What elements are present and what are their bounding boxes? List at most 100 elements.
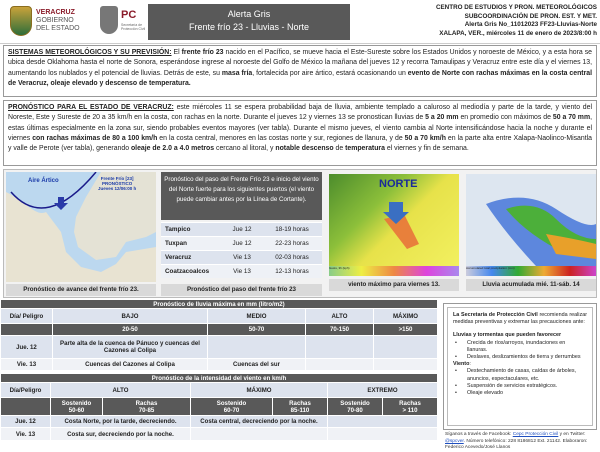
veracruz-coat-of-arms-logo (10, 6, 32, 36)
footer-contact: Síganos a través de Facebook: Cepc Prote… (445, 432, 597, 452)
text-bold: masa fría (221, 69, 253, 77)
sub-header: Sostenido 50-60 (50, 397, 103, 416)
sub-header: Rachas 70-85 (102, 397, 191, 416)
label: Sostenido (61, 399, 92, 407)
rain-risks-heading: Lluvias y tormentas que pueden favorecer (453, 332, 562, 339)
rain-caption: Lluvia acumulada mié. 11-sáb. 14 (466, 279, 596, 291)
text: El (171, 49, 182, 56)
port-name: Tuxpan (165, 240, 187, 247)
table-title: Pronóstico de lluvia máxima en mm (litro… (0, 299, 438, 309)
text-bold: evento de Norte con rachas máximas en la… (8, 69, 592, 87)
column-header: Día/Peligro (0, 382, 51, 398)
port-hours: 02-03 horas (275, 254, 309, 261)
veracruz-logo-text: VERACRUZ GOBIERNO DEL ESTADO (36, 9, 80, 33)
map-label: Jueves 12/06:00 h (98, 186, 137, 191)
cell: Cuencas del Cazones al Colipa (52, 358, 208, 371)
table-row: Jue. 12 Parte alta de la cuenca de Pánuco… (0, 335, 438, 359)
text: y en Twitter: (558, 432, 586, 437)
column-header: BAJO (52, 308, 208, 324)
column-header: MÁXIMO (373, 308, 438, 324)
ports-caption: Pronóstico del paso del frente frío 23 (161, 284, 322, 296)
twitter-link[interactable]: @spcver (445, 438, 464, 444)
rain-risks-list: Crecida de ríos/arroyos, inundaciones en… (453, 340, 587, 362)
port-hours: 18-19 horas (275, 226, 309, 233)
ports-table-header: Pronóstico del paso del Frente Frío 23 e… (161, 172, 322, 220)
value: 70-85 (138, 406, 155, 414)
day-cell: Jue. 12 (0, 335, 53, 359)
recommendations-intro: La Secretaría de Protección Civil recomi… (453, 312, 587, 326)
port-name: Veracruz (165, 254, 192, 261)
text: el viernes y fin de semana. (384, 145, 469, 153)
text-bold: con rachas máximas de 80 a 100 km/h (32, 134, 158, 142)
range-cell: 20-50 (52, 323, 208, 336)
bulletin-number: Alerta Gris No_11012023 FF23-Lluvias-Nor… (464, 21, 597, 29)
range-cell (0, 323, 53, 336)
recommendations-box: La Secretaría de Protección Civil recomi… (443, 303, 597, 430)
label: Rachas (289, 399, 311, 407)
text: , estas últimas especialmente en la zona… (8, 114, 592, 142)
norte-label: NORTE (379, 178, 418, 190)
value: > 110 (402, 406, 418, 414)
text-bold: temperatura (345, 145, 385, 153)
table-row: Vie. 13 Costa sur, decreciendo por la noc… (0, 427, 438, 441)
column-header: MEDIO (207, 308, 306, 324)
cell (305, 358, 374, 371)
pc-logo-subtext: Secretaría de Protección Civil (121, 23, 146, 31)
text: nacido en el Pacífico, se mueve hacia el… (8, 49, 593, 77)
value: 60-70 (223, 406, 240, 414)
section-heading: PRONÓSTICO PARA EL ESTADO DE VERACRUZ: (8, 104, 174, 111)
list-item: Crecida de ríos/arroyos, inundaciones en… (453, 340, 587, 354)
cell (327, 415, 438, 428)
cell (373, 335, 438, 359)
list-item: Suspensión de servicios estratégicos. (453, 383, 587, 390)
facebook-link[interactable]: Cepc Protección Civil (512, 432, 559, 437)
day-cell: Vie. 13 (0, 358, 53, 371)
port-row: Veracruz Vie 13 02-03 horas (161, 250, 322, 264)
value: 85-110 (290, 406, 310, 414)
column-header: ALTO (305, 308, 374, 324)
cell: Costa central, decreciendo por la noche. (190, 415, 328, 428)
text-bold: notable descenso (275, 145, 334, 153)
section-heading: SISTEMAS METEOROLÓGICOS Y SU PREVISIÓN: (8, 49, 172, 56)
table-row: Jue. 12 Costa Norte, por la tarde, decrec… (0, 415, 438, 428)
text: en la parte alta entre Xalapa-Naolinco-M… (8, 134, 592, 153)
column-header: MÁXIMO (190, 382, 328, 398)
logo-line: GOBIERNO (36, 17, 74, 24)
wind-color-scale: Gusts, 3h (kph) (329, 266, 459, 276)
text-bold: La Secretaría de Protección Civil (453, 312, 538, 318)
rain-color-scale: Accumulated total precipitation (mm) (466, 266, 596, 276)
port-day: Vie 13 (233, 254, 251, 261)
value: 70-80 (347, 406, 363, 414)
accumulated-rain-map (466, 174, 596, 266)
cell (373, 358, 438, 371)
map-label: PRONÓSTICO (102, 181, 133, 186)
wind-caption: viento máximo para viernes 13. (329, 279, 459, 291)
cell (207, 335, 306, 359)
cell: Parte alta de la cuenca de Pánuco y cuen… (52, 335, 208, 359)
issuer-info: CENTRO DE ESTUDIOS Y PRON. METEOROLÓGICO… (436, 4, 597, 38)
label: Rachas (135, 399, 158, 407)
port-hours: 12-13 horas (275, 268, 309, 275)
text: , fortalecida por aire ártico, estará oc… (252, 69, 408, 77)
port-day: Jue 12 (232, 240, 252, 247)
label: Sostenido (340, 399, 370, 407)
wind-risks-list: Destechamiento de casas, caídas de árbol… (453, 368, 587, 397)
cell: Cuencas del sur (207, 358, 306, 371)
cell (327, 427, 438, 441)
port-day: Jue 12 (232, 226, 252, 233)
issue-date: XALAPA, VER., miércoles 11 de enero de 2… (439, 29, 597, 37)
table-row: Vie. 13 Cuencas del Cazones al Colipa Cuen… (0, 358, 438, 371)
cell (190, 427, 328, 441)
cell (305, 335, 374, 359)
cell: Costa Norte, por la tarde, decreciendo. (50, 415, 191, 428)
text: cercano al litoral, y (214, 145, 276, 153)
list-item: Deslaves, deslizamientos de tierra y der… (453, 354, 587, 361)
logo-line: VERACRUZ (36, 9, 75, 16)
column-header: EXTREMO (327, 382, 438, 398)
text-bold: frente frío 23 (181, 49, 224, 56)
issuer-line: CENTRO DE ESTUDIOS Y PRON. METEOROLÓGICO… (435, 4, 597, 11)
column-header: Día/ Peligro (0, 308, 53, 324)
wind-forecast-table: Pronóstico de la intensidad del viento e… (0, 373, 438, 441)
alert-subtitle: Frente frío 23 - Lluvias - Norte (188, 22, 310, 32)
text-bold: 50 a 70 mm (552, 114, 591, 122)
